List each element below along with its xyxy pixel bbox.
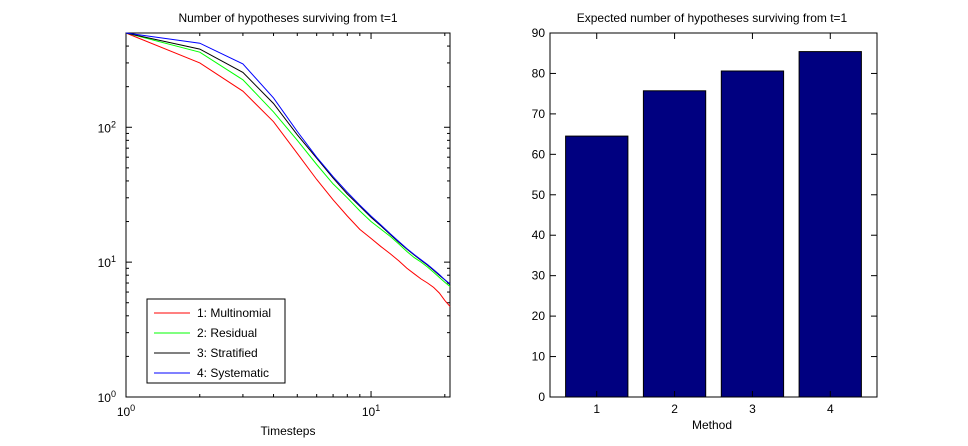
legend-label: 2: Residual (197, 326, 257, 340)
legend-label: 3: Stratified (197, 346, 258, 360)
legend-entries: 1: Multinomial 2: Residual 3: Stratified 4:… (154, 306, 271, 380)
y-tick-label: 60 (532, 147, 546, 161)
y-tick-label: 80 (532, 66, 546, 80)
y-tick-label: 10 (532, 350, 546, 364)
y-tick-label: 50 (532, 188, 546, 202)
x-tick-label: 1 (593, 402, 600, 416)
y-tick-label: 101 (98, 254, 116, 270)
x-axis-label: Timesteps (261, 424, 316, 438)
axis-ticks: 100 101 100 101 102 (98, 32, 450, 419)
axis-ticks: 0 10 20 30 40 50 60 70 80 90 1 2 3 4 (532, 26, 877, 416)
legend-label: 4: Systematic (197, 366, 269, 380)
x-tick-label: 4 (827, 402, 834, 416)
series-line-2 (125, 32, 451, 287)
legend-label: 1: Multinomial (197, 306, 271, 320)
y-tick-label: 100 (98, 389, 116, 405)
log-log-chart: Number of hypotheses surviving from t=1 … (98, 11, 451, 438)
y-tick-label: 20 (532, 309, 546, 323)
y-tick-label: 0 (538, 390, 545, 404)
legend: 1: Multinomial 2: Residual 3: Stratified 4:… (146, 298, 286, 384)
bar-4 (798, 51, 862, 398)
x-axis-label: Method (692, 418, 732, 432)
bar-1 (565, 135, 629, 398)
x-tick-label: 3 (749, 402, 756, 416)
series-line-4 (125, 32, 451, 285)
y-tick-label: 40 (532, 228, 546, 242)
bar-chart: Expected number of hypotheses surviving … (532, 11, 878, 432)
x-tick-label: 101 (362, 403, 380, 419)
series-lines (125, 32, 451, 307)
y-tick-label: 90 (532, 26, 546, 40)
chart-title: Expected number of hypotheses surviving … (577, 11, 848, 25)
bar-3 (720, 70, 785, 398)
y-tick-label: 102 (98, 119, 116, 135)
x-tick-label: 2 (671, 402, 678, 416)
chart-title: Number of hypotheses surviving from t=1 (178, 11, 397, 25)
bars (565, 51, 862, 398)
series-line-1 (125, 32, 451, 307)
bar-2 (642, 90, 707, 398)
x-tick-label: 100 (117, 403, 135, 419)
y-tick-label: 70 (532, 107, 546, 121)
y-tick-label: 30 (532, 269, 546, 283)
series-line-3 (125, 32, 451, 286)
